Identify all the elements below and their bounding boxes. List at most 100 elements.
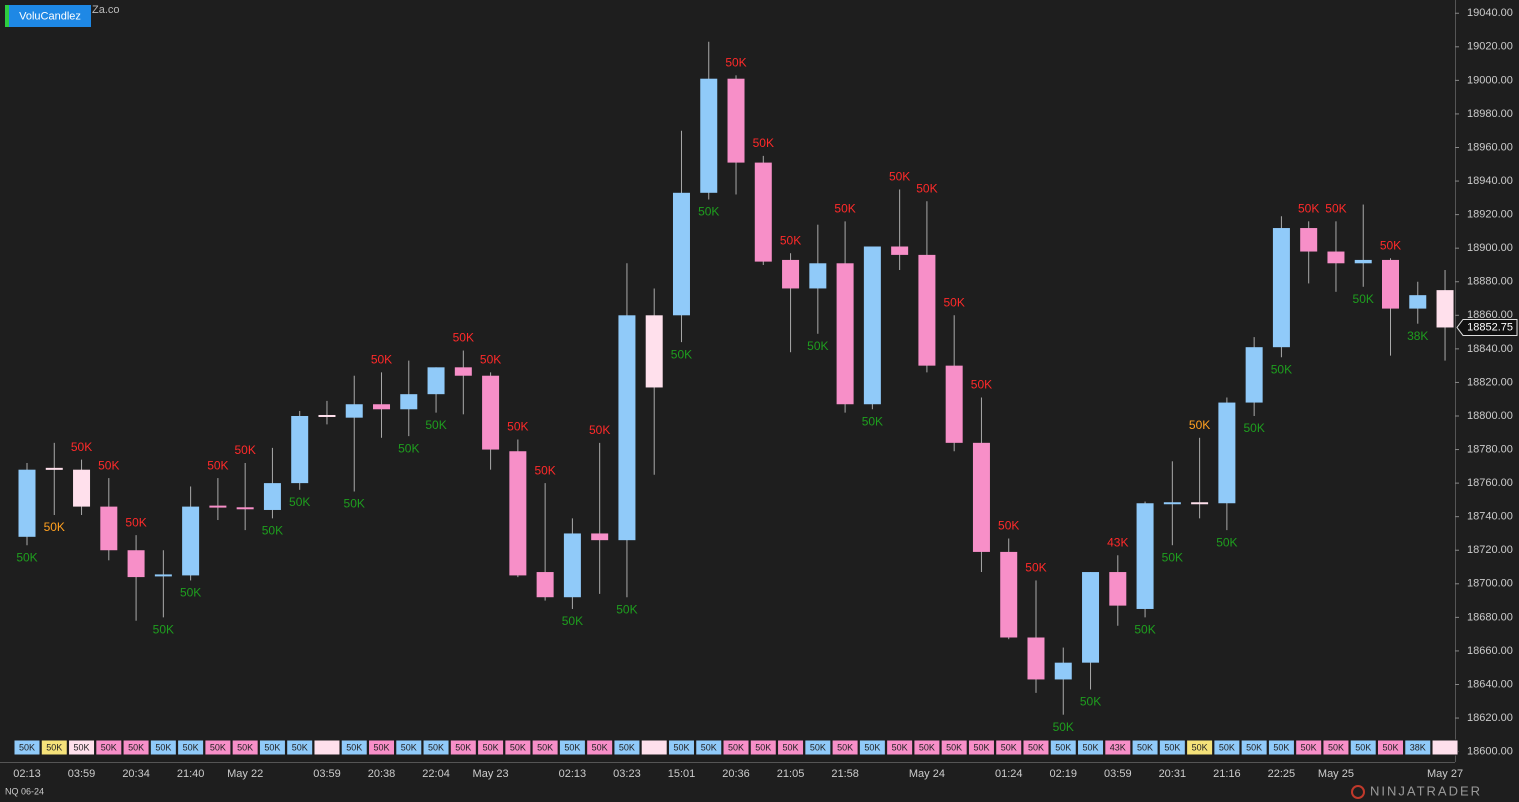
volume-box	[286, 739, 314, 756]
volume-label: 50K	[998, 519, 1019, 533]
volume-label: 50K	[16, 550, 37, 564]
y-tick-label: 18840.00	[1467, 343, 1513, 355]
volume-label: 50K	[971, 378, 992, 392]
volume-label: 50K	[780, 233, 801, 247]
volume-box-label: 50K	[1083, 742, 1099, 752]
y-tick-label: 18720.00	[1467, 544, 1513, 556]
volume-box	[804, 739, 832, 756]
volume-box-label: 50K	[1028, 742, 1044, 752]
logo-icon	[1351, 785, 1365, 799]
volume-box	[831, 739, 859, 756]
volume-box	[531, 739, 559, 756]
volume-box	[1213, 739, 1241, 756]
volume-label: 50K	[289, 495, 310, 509]
volume-box	[1022, 739, 1050, 756]
volume-box	[913, 739, 941, 756]
volume-box	[1267, 739, 1295, 756]
volume-box	[1431, 739, 1459, 756]
candle-body	[645, 315, 663, 388]
indicator-label[interactable]: VoluCandlez	[19, 10, 81, 22]
volume-label: 50K	[507, 420, 528, 434]
candle-body	[754, 162, 772, 262]
volume-label: 50K	[807, 339, 828, 353]
y-tick-label: 19040.00	[1467, 7, 1513, 19]
candle-body	[1354, 259, 1372, 264]
volume-box-label: 50K	[783, 742, 799, 752]
logo: NINJATRADER	[1370, 783, 1482, 798]
x-tick-label: 21:40	[177, 768, 205, 780]
volume-label: 50K	[480, 353, 501, 367]
volume-box-label: 50K	[864, 742, 880, 752]
volume-box	[1131, 739, 1159, 756]
candle-body	[563, 533, 581, 598]
volume-label: 50K	[725, 56, 746, 70]
volume-box	[149, 739, 177, 756]
volume-box-label: 50K	[1219, 742, 1235, 752]
volume-box-label: 50K	[74, 742, 90, 752]
volume-box	[177, 739, 205, 756]
volume-box-label: 50K	[1328, 742, 1344, 752]
volume-box	[204, 739, 232, 756]
volume-box	[68, 739, 96, 756]
y-tick-label: 19020.00	[1467, 41, 1513, 53]
volume-box	[422, 739, 450, 756]
x-tick-label: 21:16	[1213, 768, 1241, 780]
x-tick-label: May 25	[1318, 768, 1354, 780]
volume-box	[1404, 739, 1432, 756]
y-tick-label: 18760.00	[1467, 477, 1513, 489]
volume-box	[940, 739, 968, 756]
last-price-box	[1456, 318, 1518, 336]
x-tick-label: 03:23	[613, 768, 641, 780]
y-tick-label: 18920.00	[1467, 209, 1513, 221]
volume-box-label: 50K	[728, 742, 744, 752]
y-tick-label: 18620.00	[1467, 712, 1513, 724]
indicator-marker	[5, 5, 9, 27]
candle-body	[236, 507, 254, 510]
volume-label: 50K	[234, 443, 255, 457]
volume-box-label: 50K	[1055, 742, 1071, 752]
volume-box-label: 50K	[919, 742, 935, 752]
volume-box-label: 50K	[946, 742, 962, 752]
volume-box	[1322, 739, 1350, 756]
volume-box-label: 50K	[1246, 742, 1262, 752]
volume-box-label: 50K	[210, 742, 226, 752]
candle-body	[482, 375, 500, 450]
x-tick-label: 20:38	[368, 768, 396, 780]
candle-body	[45, 467, 63, 470]
volume-box-label: 38K	[1410, 742, 1426, 752]
volume-label: 50K	[1271, 362, 1292, 376]
volume-box-label: 50K	[1301, 742, 1317, 752]
volume-box-label: 50K	[483, 742, 499, 752]
volume-label: 50K	[98, 458, 119, 472]
volume-label: 50K	[180, 586, 201, 600]
volume-box	[1240, 739, 1268, 756]
candle-body	[1136, 503, 1154, 609]
y-tick-label: 18740.00	[1467, 511, 1513, 523]
x-tick-label: 02:13	[13, 768, 41, 780]
volume-label: 50K	[207, 458, 228, 472]
candle-body	[154, 574, 172, 577]
candle-body	[127, 550, 145, 578]
volume-label: 50K	[262, 524, 283, 538]
volume-box	[858, 739, 886, 756]
indicator-button[interactable]	[9, 5, 91, 27]
candle-body	[700, 78, 718, 193]
volume-box	[640, 739, 668, 756]
candle-body	[1436, 290, 1454, 328]
candle-body	[618, 315, 636, 541]
volume-label: 50K	[834, 202, 855, 216]
x-tick-label: 20:34	[122, 768, 150, 780]
volume-box	[231, 739, 259, 756]
y-tick-label: 18780.00	[1467, 443, 1513, 455]
volume-box-label: 50K	[264, 742, 280, 752]
watermark: Za.co	[92, 4, 120, 16]
volume-label: 50K	[616, 602, 637, 616]
x-tick-label: May 22	[227, 768, 263, 780]
volume-box	[695, 739, 723, 756]
candle-body	[536, 572, 554, 598]
x-tick-label: 03:59	[1104, 768, 1132, 780]
y-tick-label: 18980.00	[1467, 108, 1513, 120]
candle-body	[945, 365, 963, 443]
volume-box	[1049, 739, 1077, 756]
